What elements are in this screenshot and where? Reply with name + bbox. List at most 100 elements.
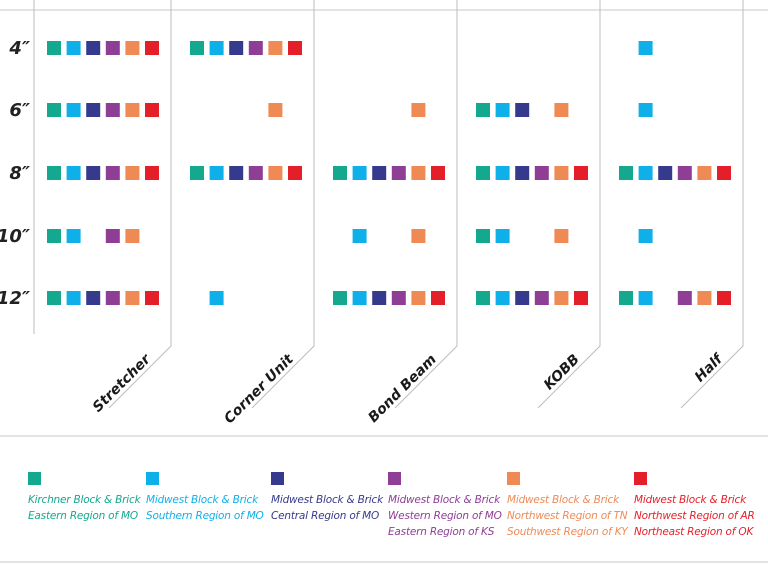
marker-corner-unit-midwest-south	[209, 291, 224, 305]
legend-text: Midwest Block & Brick	[146, 494, 258, 506]
marker-bond-beam-kirchner	[333, 291, 347, 305]
marker-bond-beam-midwest-ar	[431, 291, 445, 305]
column-divider	[537, 0, 601, 409]
marker-kobb-midwest-nw	[554, 229, 569, 243]
size-label: 10″	[0, 226, 30, 247]
marker-half-midwest-nw	[697, 166, 712, 180]
marker-corner-unit-midwest-west	[248, 41, 263, 55]
marker-bond-beam-midwest-south	[352, 291, 367, 305]
unit-type-label-half: Half	[692, 350, 727, 385]
marker-stretcher-midwest-west	[105, 229, 120, 243]
legend-text: Southwest Region of KY	[507, 526, 628, 538]
legend-item-midwest-nw: Midwest Block & Brick Northwest Region of…	[507, 472, 637, 540]
marker-corner-unit-kirchner	[190, 41, 204, 55]
marker-corner-unit-midwest-central	[229, 166, 244, 180]
marker-corner-unit-midwest-south	[209, 41, 224, 55]
marker-kobb-midwest-central	[515, 166, 530, 180]
legend-text: Midwest Block & Brick	[271, 494, 383, 506]
marker-kobb-midwest-nw	[554, 166, 569, 180]
legend-text: Northwest Region of TN	[507, 510, 628, 522]
marker-stretcher-kirchner	[47, 229, 61, 243]
marker-stretcher-kirchner	[47, 41, 61, 55]
marker-corner-unit-midwest-nw	[268, 103, 283, 117]
marker-bond-beam-midwest-nw	[411, 229, 426, 243]
marker-stretcher-midwest-central	[86, 103, 101, 117]
marker-stretcher-kirchner	[47, 291, 61, 305]
marker-half-midwest-south	[638, 166, 653, 180]
marker-half-midwest-south	[638, 103, 653, 117]
column-divider	[680, 0, 744, 409]
marker-half-midwest-west	[677, 291, 692, 305]
unit-type-label-corner-unit: Corner Unit	[221, 351, 297, 427]
marker-half-midwest-south	[638, 41, 653, 55]
marker-kobb-midwest-west	[534, 166, 549, 180]
supplier-legend: Kirchner Block & Brick Eastern Region of …	[0, 472, 768, 552]
marker-stretcher-midwest-central	[86, 41, 101, 55]
marker-corner-unit-midwest-nw	[268, 166, 283, 180]
marker-stretcher-midwest-central	[86, 166, 101, 180]
marker-stretcher-midwest-west	[105, 41, 120, 55]
legend-swatch	[507, 472, 520, 485]
marker-stretcher-midwest-west	[105, 291, 120, 305]
unit-type-labels: Stretcher Corner Unit Bond Beam KOBB Half	[90, 350, 727, 427]
marker-corner-unit-kirchner	[190, 166, 204, 180]
unit-type-label-stretcher: Stretcher	[90, 351, 155, 416]
marker-corner-unit-midwest-south	[209, 166, 224, 180]
marker-kobb-kirchner	[476, 103, 490, 117]
legend-text: Kirchner Block & Brick	[28, 494, 141, 506]
legend-text: Eastern Region of MO	[28, 510, 138, 522]
marker-bond-beam-midwest-nw	[411, 166, 426, 180]
marker-half-midwest-west	[677, 166, 692, 180]
size-label: 6″	[9, 100, 30, 121]
marker-half-midwest-ar	[717, 166, 731, 180]
unit-type-label-bond-beam: Bond Beam	[365, 352, 440, 427]
legend-text: Midwest Block & Brick	[634, 494, 746, 506]
marker-bond-beam-midwest-south	[352, 229, 367, 243]
marker-corner-unit-midwest-ar	[288, 166, 302, 180]
marker-kobb-midwest-ar	[574, 291, 588, 305]
legend-text: Midwest Block & Brick	[507, 494, 619, 506]
marker-kobb-midwest-south	[495, 229, 510, 243]
marker-kobb-midwest-nw	[554, 103, 569, 117]
marker-stretcher-midwest-nw	[125, 103, 140, 117]
marker-bond-beam-midwest-central	[372, 291, 387, 305]
marker-half-midwest-south	[638, 229, 653, 243]
marker-bond-beam-kirchner	[333, 166, 347, 180]
marker-stretcher-kirchner	[47, 166, 61, 180]
legend-text: Eastern Region of KS	[388, 526, 495, 538]
marker-half-kirchner	[619, 166, 633, 180]
marker-bond-beam-midwest-west	[391, 166, 406, 180]
marker-stretcher-midwest-ar	[145, 41, 159, 55]
marker-kobb-midwest-central	[515, 291, 530, 305]
legend-item-midwest-central: Midwest Block & Brick Central Region of M…	[271, 472, 401, 524]
marker-stretcher-midwest-south	[66, 229, 81, 243]
marker-stretcher-midwest-south	[66, 291, 81, 305]
marker-bond-beam-midwest-south	[352, 166, 367, 180]
legend-swatch	[146, 472, 159, 485]
size-labels: 4″ 6″ 8″ 10″ 12″	[0, 38, 30, 309]
marker-stretcher-midwest-nw	[125, 166, 140, 180]
unit-type-label-kobb: KOBB	[541, 352, 583, 394]
marker-kobb-midwest-south	[495, 291, 510, 305]
marker-half-midwest-central	[658, 166, 673, 180]
marker-corner-unit-midwest-central	[229, 41, 244, 55]
marker-bond-beam-midwest-central	[372, 166, 387, 180]
marker-corner-unit-midwest-west	[248, 166, 263, 180]
availability-markers	[47, 41, 731, 305]
marker-kobb-kirchner	[476, 166, 490, 180]
legend-swatch	[271, 472, 284, 485]
legend-swatch	[388, 472, 401, 485]
marker-stretcher-midwest-ar	[145, 103, 159, 117]
column-divider	[394, 0, 458, 409]
marker-kobb-kirchner	[476, 229, 490, 243]
size-label: 4″	[8, 38, 30, 59]
marker-corner-unit-midwest-nw	[268, 41, 283, 55]
marker-stretcher-midwest-nw	[125, 291, 140, 305]
marker-kobb-midwest-west	[534, 291, 549, 305]
marker-stretcher-midwest-central	[86, 291, 101, 305]
marker-half-midwest-ar	[717, 291, 731, 305]
marker-stretcher-midwest-west	[105, 166, 120, 180]
marker-stretcher-midwest-ar	[145, 291, 159, 305]
marker-stretcher-midwest-south	[66, 41, 81, 55]
